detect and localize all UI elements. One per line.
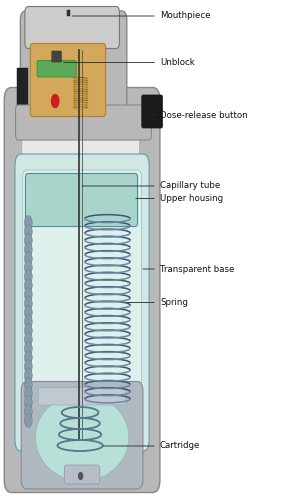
Circle shape <box>24 224 32 238</box>
Circle shape <box>52 94 59 108</box>
Circle shape <box>24 278 32 292</box>
FancyBboxPatch shape <box>52 51 61 62</box>
Circle shape <box>24 252 32 266</box>
FancyBboxPatch shape <box>15 154 149 451</box>
Circle shape <box>24 242 32 256</box>
FancyBboxPatch shape <box>64 465 100 484</box>
Bar <box>17 68 28 132</box>
Circle shape <box>24 414 32 428</box>
Circle shape <box>24 396 32 409</box>
Circle shape <box>24 342 32 355</box>
Circle shape <box>24 216 32 230</box>
Circle shape <box>24 314 32 328</box>
FancyBboxPatch shape <box>21 382 143 489</box>
Circle shape <box>24 378 32 392</box>
Circle shape <box>24 404 32 418</box>
FancyBboxPatch shape <box>22 128 140 214</box>
Text: Upper housing: Upper housing <box>136 194 223 203</box>
Circle shape <box>24 296 32 310</box>
Text: Mouthpiece: Mouthpiece <box>72 12 210 20</box>
Text: Cartridge: Cartridge <box>103 442 200 450</box>
Circle shape <box>24 368 32 382</box>
Text: Capillary tube: Capillary tube <box>82 182 220 190</box>
Text: Spring: Spring <box>127 298 188 307</box>
Text: Dose-release button: Dose-release button <box>153 110 248 120</box>
Circle shape <box>24 306 32 320</box>
Circle shape <box>24 288 32 302</box>
FancyBboxPatch shape <box>16 105 151 140</box>
Ellipse shape <box>35 394 129 481</box>
Circle shape <box>24 386 32 400</box>
Circle shape <box>24 270 32 283</box>
Text: Unblock: Unblock <box>64 58 195 67</box>
FancyBboxPatch shape <box>25 6 119 48</box>
Text: Transparent base: Transparent base <box>143 264 234 274</box>
Circle shape <box>24 360 32 374</box>
FancyBboxPatch shape <box>4 88 160 492</box>
Bar <box>67 10 70 16</box>
FancyBboxPatch shape <box>142 95 162 128</box>
Circle shape <box>24 350 32 364</box>
FancyBboxPatch shape <box>30 44 106 117</box>
FancyBboxPatch shape <box>37 60 76 77</box>
FancyBboxPatch shape <box>20 11 127 124</box>
FancyBboxPatch shape <box>23 170 142 435</box>
Circle shape <box>24 260 32 274</box>
Circle shape <box>24 234 32 247</box>
FancyBboxPatch shape <box>38 388 126 405</box>
Circle shape <box>79 472 83 480</box>
Circle shape <box>24 324 32 338</box>
FancyBboxPatch shape <box>25 174 138 227</box>
Circle shape <box>24 332 32 346</box>
